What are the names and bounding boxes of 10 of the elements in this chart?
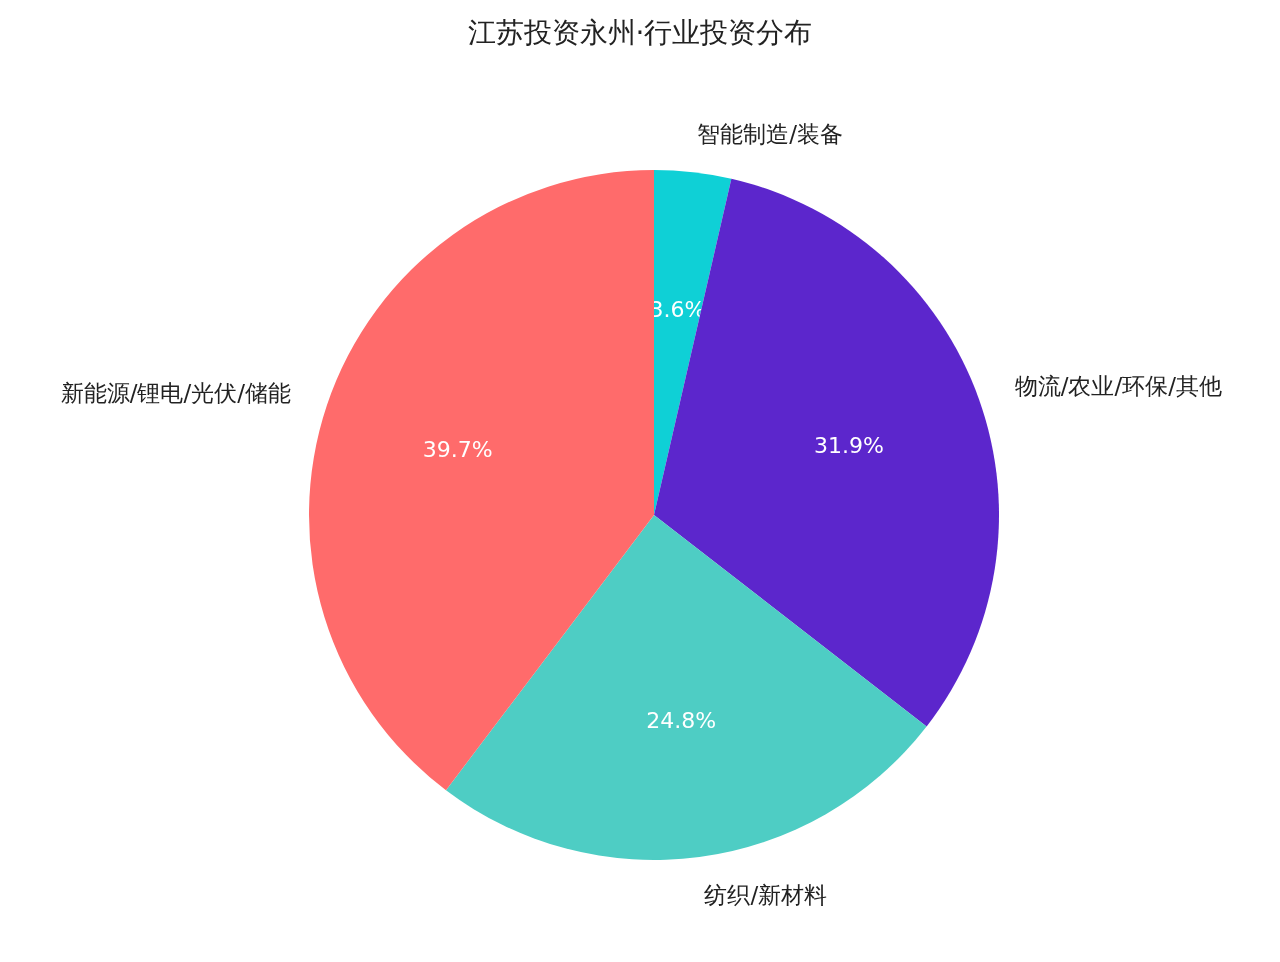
slice-label: 纺织/新材料 (704, 881, 828, 908)
slice-label: 物流/农业/环保/其他 (1014, 373, 1222, 400)
data-label: 39.7% (422, 437, 493, 463)
data-label: 31.9% (814, 433, 884, 459)
slice-label: 新能源/锂电/光伏/储能 (60, 380, 291, 407)
pie-slice (445, 515, 927, 860)
pie-slice (654, 170, 732, 515)
data-label: 24.8% (646, 708, 717, 734)
chart-title: 江苏投资永州·行业投资分布 (467, 16, 813, 49)
slice-label: 智能制造/装备 (697, 121, 843, 148)
